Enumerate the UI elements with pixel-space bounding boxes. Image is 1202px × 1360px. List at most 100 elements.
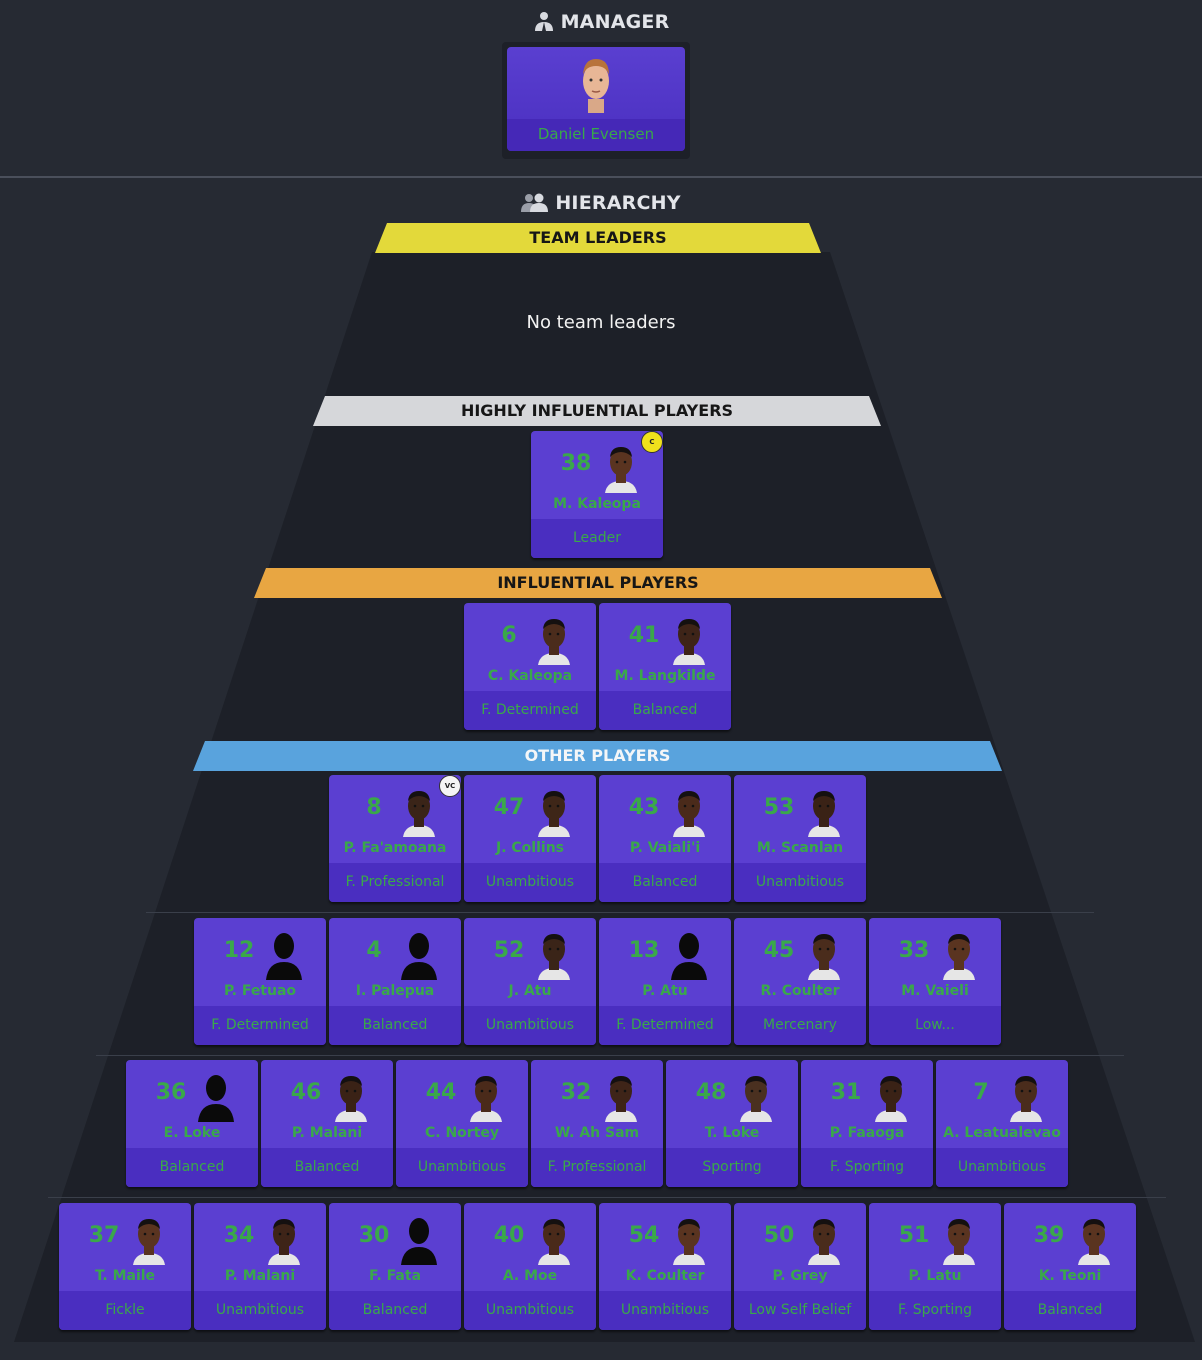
personality-label: F. Sporting — [801, 1148, 933, 1187]
player-name: T. Loke — [704, 1125, 760, 1141]
personality-label: Sporting — [666, 1148, 798, 1187]
player-card[interactable]: 54 K. Coulter Unambitious — [599, 1203, 731, 1330]
player-name: R. Coulter — [760, 983, 840, 999]
player-photo — [740, 1076, 772, 1122]
player-name: J. Atu — [508, 983, 552, 999]
personality-label: Balanced — [261, 1148, 393, 1187]
player-card[interactable]: 32 W. Ah Sam F. Professional — [531, 1060, 663, 1187]
personality-label: Balanced — [599, 691, 731, 730]
player-card[interactable]: 6 C. Kaleopa F. Determined — [464, 603, 596, 730]
manager-icon — [534, 12, 553, 31]
personality-label: Fickle — [59, 1291, 191, 1330]
player-card[interactable]: 45 R. Coulter Mercenary — [734, 918, 866, 1045]
player-card[interactable]: 36 E. Loke Balanced — [126, 1060, 258, 1187]
manager-title: MANAGER — [560, 11, 670, 33]
silhouette-icon — [401, 933, 437, 980]
player-photo — [673, 619, 705, 665]
player-photo — [605, 447, 637, 493]
player-name: M. Scanlan — [756, 840, 844, 856]
player-card[interactable]: 8 P. Fa'amoana F. Professional VC — [329, 775, 461, 902]
personality-label: Unambitious — [464, 1291, 596, 1330]
manager-name: Daniel Evensen — [507, 119, 685, 151]
squad-number: 6 — [501, 623, 517, 648]
player-photo — [808, 934, 840, 980]
band-highly-influential: HIGHLY INFLUENTIAL PLAYERS — [313, 396, 881, 426]
row-separator — [48, 1197, 1166, 1198]
player-card[interactable]: 4 I. Palepua Balanced — [329, 918, 461, 1045]
player-card[interactable]: 43 P. Vaiali'i Balanced — [599, 775, 731, 902]
squad-number: 33 — [898, 938, 930, 963]
player-name: P. Fetuao — [223, 983, 297, 999]
player-name: P. Faaoga — [829, 1125, 905, 1141]
player-name: F. Fata — [368, 1268, 422, 1284]
manager-card[interactable]: Daniel Evensen — [507, 47, 685, 151]
player-photo — [808, 791, 840, 837]
player-card[interactable]: 40 A. Moe Unambitious — [464, 1203, 596, 1330]
squad-number: 53 — [763, 795, 795, 820]
player-card[interactable]: 33 M. Vaieli Low... — [869, 918, 1001, 1045]
player-name: K. Teoni — [1038, 1268, 1102, 1284]
player-card[interactable]: 37 T. Maile Fickle — [59, 1203, 191, 1330]
player-card[interactable]: 46 P. Malani Balanced — [261, 1060, 393, 1187]
player-card[interactable]: 39 K. Teoni Balanced — [1004, 1203, 1136, 1330]
squad-number: 51 — [898, 1223, 930, 1248]
player-name: M. Langkilde — [614, 668, 716, 684]
silhouette-icon — [401, 1218, 437, 1265]
player-card[interactable]: 47 J. Collins Unambitious — [464, 775, 596, 902]
player-photo — [808, 1219, 840, 1265]
player-photo — [943, 934, 975, 980]
player-photo — [538, 934, 570, 980]
player-photo — [673, 791, 705, 837]
player-name: J. Collins — [496, 840, 564, 856]
squad-number: 36 — [155, 1080, 187, 1105]
player-name: I. Palepua — [355, 983, 435, 999]
player-card[interactable]: 7 A. Leatualevao Unambitious — [936, 1060, 1068, 1187]
player-card[interactable]: 51 P. Latu F. Sporting — [869, 1203, 1001, 1330]
player-photo — [335, 1076, 367, 1122]
row-separator — [146, 912, 1094, 913]
personality-label: Unambitious — [194, 1291, 326, 1330]
personality-label: F. Professional — [531, 1148, 663, 1187]
player-name: P. Grey — [772, 1268, 828, 1284]
personality-label: Low Self Belief — [734, 1291, 866, 1330]
no-team-leaders-text: No team leaders — [526, 312, 676, 333]
player-photo — [538, 1219, 570, 1265]
player-name: M. Vaieli — [901, 983, 969, 999]
player-card[interactable]: 50 P. Grey Low Self Belief — [734, 1203, 866, 1330]
squad-number: 48 — [695, 1080, 727, 1105]
player-card[interactable]: 52 J. Atu Unambitious — [464, 918, 596, 1045]
player-photo — [875, 1076, 907, 1122]
manager-card-frame: Daniel Evensen — [502, 42, 690, 159]
band-team-leaders: TEAM LEADERS — [375, 223, 821, 253]
player-card[interactable]: 38 M. Kaleopa Leader C — [531, 431, 663, 558]
player-photo — [605, 1076, 637, 1122]
player-photo — [538, 619, 570, 665]
squad-number: 13 — [628, 938, 660, 963]
player-card[interactable]: 30 F. Fata Balanced — [329, 1203, 461, 1330]
player-card[interactable]: 34 P. Malani Unambitious — [194, 1203, 326, 1330]
personality-label: F. Determined — [194, 1006, 326, 1045]
squad-number: 34 — [223, 1223, 255, 1248]
personality-label: Balanced — [329, 1006, 461, 1045]
squad-number: 12 — [223, 938, 255, 963]
captain-badge: C — [641, 431, 663, 453]
personality-label: Mercenary — [734, 1006, 866, 1045]
squad-number: 54 — [628, 1223, 660, 1248]
squad-number: 40 — [493, 1223, 525, 1248]
player-card[interactable]: 12 P. Fetuao F. Determined — [194, 918, 326, 1045]
player-card[interactable]: 13 P. Atu F. Determined — [599, 918, 731, 1045]
player-card[interactable]: 31 P. Faaoga F. Sporting — [801, 1060, 933, 1187]
player-card[interactable]: 53 M. Scanlan Unambitious — [734, 775, 866, 902]
player-card[interactable]: 48 T. Loke Sporting — [666, 1060, 798, 1187]
squad-number: 31 — [830, 1080, 862, 1105]
people-icon — [521, 193, 549, 212]
player-name: P. Atu — [642, 983, 688, 999]
player-card[interactable]: 44 C. Nortey Unambitious — [396, 1060, 528, 1187]
player-photo — [943, 1219, 975, 1265]
row-separator — [96, 1055, 1124, 1056]
squad-number: 37 — [88, 1223, 120, 1248]
player-card[interactable]: 41 M. Langkilde Balanced — [599, 603, 731, 730]
personality-label: Balanced — [126, 1148, 258, 1187]
player-photo — [1010, 1076, 1042, 1122]
band-influential-label: INFLUENTIAL PLAYERS — [497, 573, 699, 592]
